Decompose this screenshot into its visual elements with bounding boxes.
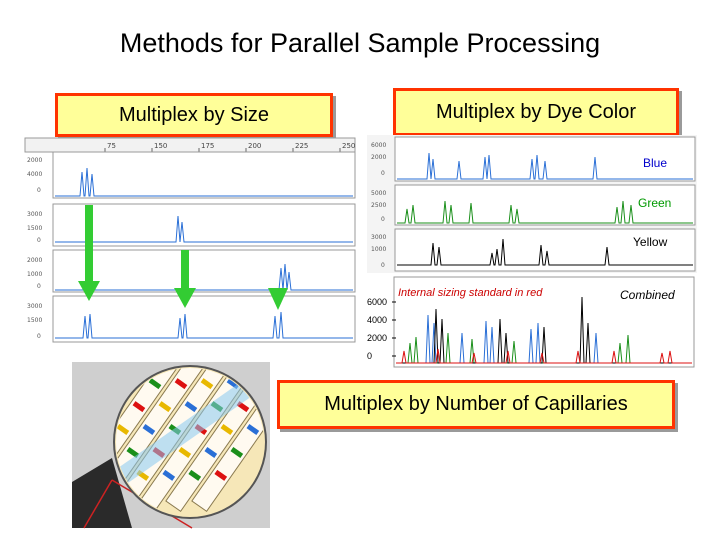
svg-text:3000: 3000 xyxy=(371,234,386,241)
dye-electropherogram-panels: 6000 2000 0 5000 2500 0 3000 1000 0 xyxy=(367,135,697,273)
svg-text:0: 0 xyxy=(37,237,41,244)
svg-text:1000: 1000 xyxy=(371,246,386,253)
svg-text:3000: 3000 xyxy=(27,211,42,218)
green-arrow-3 xyxy=(268,288,288,310)
svg-text:1000: 1000 xyxy=(27,271,42,278)
svg-text:5000: 5000 xyxy=(371,190,386,197)
size-axis-tick: 150 xyxy=(154,142,167,150)
svg-text:4000: 4000 xyxy=(27,171,42,178)
page-title: Methods for Parallel Sample Processing xyxy=(119,28,601,58)
svg-text:3000: 3000 xyxy=(27,303,42,310)
svg-text:0: 0 xyxy=(381,170,385,177)
size-panel-2-trace xyxy=(55,215,353,243)
size-axis-tick: 225 xyxy=(295,142,308,150)
svg-text:6000: 6000 xyxy=(371,142,386,149)
combined-traces xyxy=(396,296,692,364)
yellow-label: Yellow xyxy=(633,235,668,249)
svg-text:2000: 2000 xyxy=(27,257,42,264)
green-trace xyxy=(397,200,693,224)
size-axis-tick: 75 xyxy=(107,142,116,150)
combined-y-tick: 4000 xyxy=(367,315,387,325)
size-axis-tick: 250 xyxy=(342,142,355,150)
svg-text:2000: 2000 xyxy=(27,157,42,164)
blue-label: Blue xyxy=(643,156,668,170)
size-panel-4-trace xyxy=(55,311,353,339)
svg-text:1500: 1500 xyxy=(27,225,42,232)
size-axis-tick: 175 xyxy=(201,142,214,150)
combined-y-tick: 2000 xyxy=(367,333,387,343)
svg-text:0: 0 xyxy=(381,262,385,269)
size-axis-ticks: 75 150 175 200 225 250 xyxy=(104,142,355,152)
combined-label: Combined xyxy=(620,288,675,302)
size-axis-tick: 200 xyxy=(248,142,261,150)
svg-text:0: 0 xyxy=(37,333,41,340)
internal-sizing-label: Internal sizing standard in red xyxy=(398,287,543,299)
svg-text:2000: 2000 xyxy=(371,154,386,161)
size-panel-3-trace xyxy=(55,263,353,291)
multiplex-by-size-label: Multiplex by Size xyxy=(55,93,333,137)
svg-text:2500: 2500 xyxy=(371,202,386,209)
size-electropherogram-panels: 75 150 175 200 225 250 2000 4000 0 3000 1500 0 20… xyxy=(24,137,356,343)
combined-electropherogram: 6000 4000 2000 0 xyxy=(367,276,695,368)
multiplex-by-dye-color-label: Multiplex by Dye Color xyxy=(393,88,679,136)
capillary-array-illustration xyxy=(72,362,270,529)
green-label: Green xyxy=(638,196,672,210)
combined-y-ticks: 6000 4000 2000 0 xyxy=(367,297,396,361)
green-arrow-1 xyxy=(78,205,100,301)
multiplex-by-capillaries-label: Multiplex by Number of Capillaries xyxy=(277,380,675,429)
svg-text:0: 0 xyxy=(37,283,41,290)
svg-text:1500: 1500 xyxy=(27,317,42,324)
size-panel-1-trace xyxy=(55,167,353,197)
combined-y-tick: 0 xyxy=(367,351,372,361)
yellow-trace xyxy=(397,238,693,266)
svg-text:0: 0 xyxy=(37,187,41,194)
combined-y-tick: 6000 xyxy=(367,297,387,307)
green-arrow-2 xyxy=(174,250,196,308)
blue-trace xyxy=(397,152,693,180)
svg-text:0: 0 xyxy=(381,216,385,223)
